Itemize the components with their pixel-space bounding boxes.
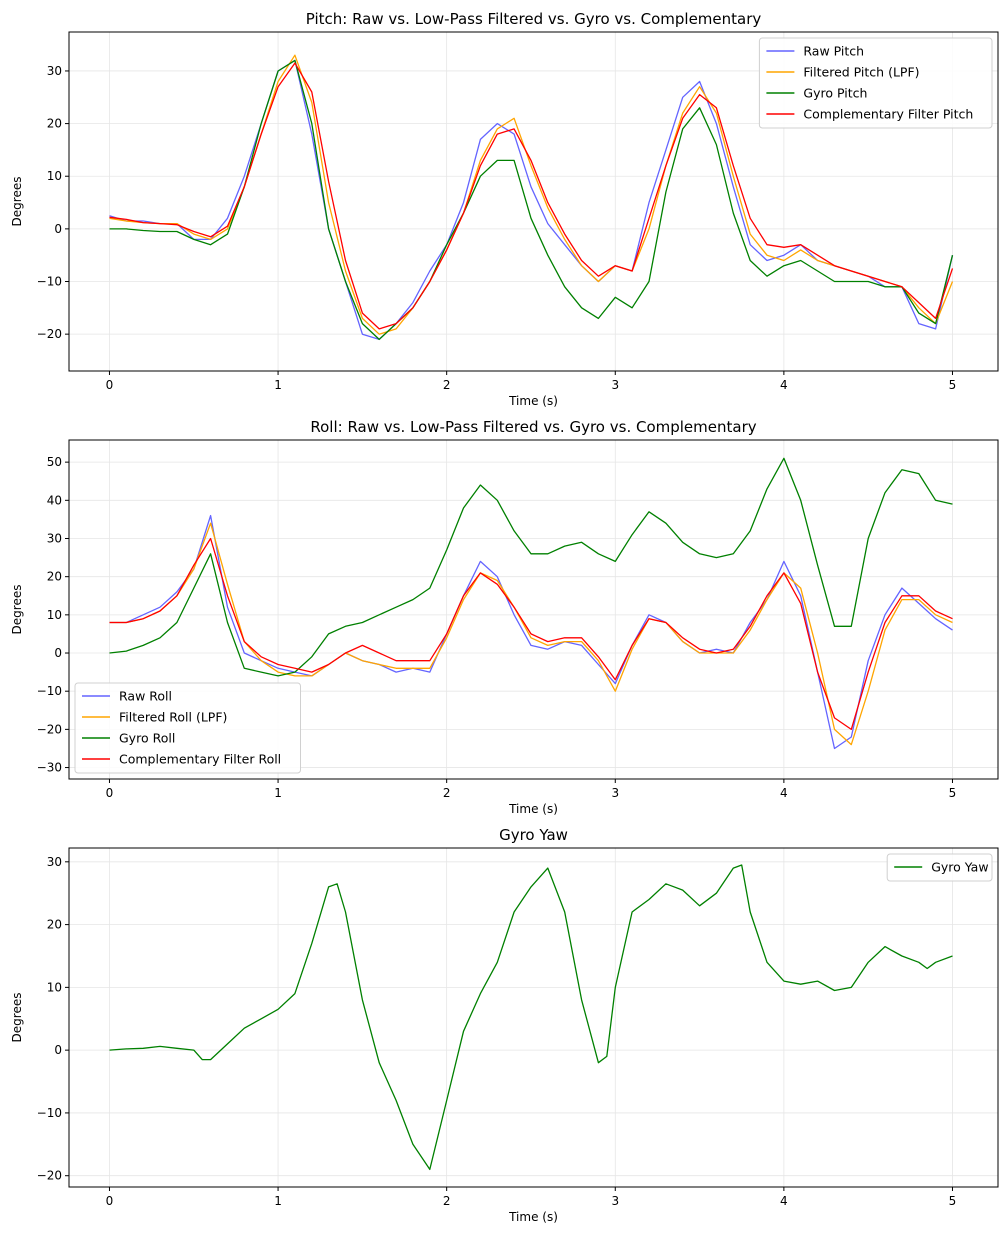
x-axis-label: Time (s) xyxy=(508,394,558,408)
x-axis-label: Time (s) xyxy=(508,802,558,816)
legend-item: Gyro Yaw xyxy=(894,860,989,875)
legend-item: Complementary Filter Roll xyxy=(82,752,281,767)
legend-label: Gyro Pitch xyxy=(803,86,867,101)
legend-label: Gyro Yaw xyxy=(931,860,988,875)
y-tick-label: 20 xyxy=(47,570,62,584)
y-tick-label: 30 xyxy=(47,64,62,78)
axes-frame xyxy=(68,31,999,372)
y-tick-label: −10 xyxy=(37,684,62,698)
x-tick-label: 2 xyxy=(443,786,451,800)
chart-title: Gyro Yaw xyxy=(499,826,568,844)
legend-label: Complementary Filter Pitch xyxy=(803,107,973,122)
x-axis-label: Time (s) xyxy=(508,1210,558,1224)
legend-label: Complementary Filter Roll xyxy=(119,752,281,767)
legend: Raw Pitch Filtered Pitch (LPF) Gyro Pitch C… xyxy=(758,37,993,129)
x-tick-label: 3 xyxy=(611,1194,619,1208)
legend-item: Raw Roll xyxy=(82,689,172,704)
axes-frame xyxy=(68,847,999,1188)
y-tick-label: 10 xyxy=(47,980,62,994)
x-tick-label: 0 xyxy=(106,1194,114,1208)
x-tick-label: 4 xyxy=(780,1194,788,1208)
y-tick-label: 40 xyxy=(47,493,62,507)
legend-item: Gyro Pitch xyxy=(766,86,867,101)
y-axis-label: Degrees xyxy=(10,585,24,635)
legend: Raw Roll Filtered Roll (LPF) Gyro Roll Comp… xyxy=(74,682,301,774)
axes-frame xyxy=(68,439,999,780)
subplot-2: 0 1 2 3 4 5 −30 −20 −10 0 10 20 30 40 50 Roll: Raw vs. … xyxy=(10,418,999,816)
y-tick-label: 10 xyxy=(47,608,62,622)
y-tick-label: −30 xyxy=(37,761,62,775)
x-tick-label: 2 xyxy=(443,1194,451,1208)
x-tick-label: 1 xyxy=(274,378,282,392)
y-tick-label: −10 xyxy=(37,275,62,289)
y-tick-label: 10 xyxy=(47,169,62,183)
chart-title: Roll: Raw vs. Low-Pass Filtered vs. Gyro… xyxy=(310,418,756,436)
x-tick-label: 2 xyxy=(443,378,451,392)
y-axis-label: Degrees xyxy=(10,993,24,1043)
x-tick-label: 4 xyxy=(780,378,788,392)
series-line-gyro-pitch xyxy=(109,59,954,341)
subplot-3: 0 1 2 3 4 5 −20 −10 0 10 20 30 Gyro Yaw Time (s) Degre… xyxy=(10,826,999,1224)
legend-item: Gyro Roll xyxy=(82,731,175,746)
legend: Gyro Yaw xyxy=(886,853,993,882)
legend-label: Raw Roll xyxy=(119,689,172,704)
y-tick-label: 0 xyxy=(54,1043,62,1057)
legend-label: Filtered Roll (LPF) xyxy=(119,710,227,725)
y-tick-label: 20 xyxy=(47,918,62,932)
legend-label: Gyro Roll xyxy=(119,731,175,746)
y-tick-label: −20 xyxy=(37,722,62,736)
x-tick-label: 3 xyxy=(611,378,619,392)
x-tick-label: 5 xyxy=(949,378,957,392)
x-tick-label: 4 xyxy=(780,786,788,800)
x-tick-label: 5 xyxy=(949,786,957,800)
subplot-1: 0 1 2 3 4 5 −20 −10 0 10 20 30 Pitch: Raw vs. Low-Pa… xyxy=(10,10,999,408)
x-tick-label: 1 xyxy=(274,786,282,800)
y-tick-label: 0 xyxy=(54,222,62,236)
legend-item: Raw Pitch xyxy=(766,44,864,59)
series-line-gyro-yaw xyxy=(109,864,953,1171)
legend-box xyxy=(74,682,301,774)
y-tick-label: −20 xyxy=(37,1169,62,1183)
y-tick-label: 30 xyxy=(47,855,62,869)
series-line-gyro-roll xyxy=(109,457,953,677)
y-tick-label: 30 xyxy=(47,531,62,545)
x-tick-label: 5 xyxy=(949,1194,957,1208)
chart-title: Pitch: Raw vs. Low-Pass Filtered vs. Gyr… xyxy=(306,10,762,28)
series-line-complementary-filter-pitch xyxy=(109,62,954,330)
legend-item: Complementary Filter Pitch xyxy=(766,107,973,122)
series-line-raw-pitch xyxy=(109,59,954,341)
y-tick-label: 0 xyxy=(54,646,62,660)
series-line-filtered-roll-lpf- xyxy=(109,522,953,746)
x-tick-label: 1 xyxy=(274,1194,282,1208)
y-tick-label: −10 xyxy=(37,1106,62,1120)
y-tick-label: 20 xyxy=(47,117,62,131)
y-tick-label: 50 xyxy=(47,455,62,469)
y-axis-label: Degrees xyxy=(10,177,24,227)
x-tick-label: 0 xyxy=(106,378,114,392)
legend-box xyxy=(758,37,993,129)
legend-box xyxy=(886,853,993,882)
y-tick-label: −20 xyxy=(37,327,62,341)
x-tick-label: 3 xyxy=(611,786,619,800)
x-tick-label: 0 xyxy=(106,786,114,800)
series-line-complementary-filter-roll xyxy=(109,537,953,731)
legend-label: Filtered Pitch (LPF) xyxy=(803,65,919,80)
legend-label: Raw Pitch xyxy=(803,44,864,59)
legend-item: Filtered Roll (LPF) xyxy=(82,710,227,725)
legend-item: Filtered Pitch (LPF) xyxy=(766,65,920,80)
